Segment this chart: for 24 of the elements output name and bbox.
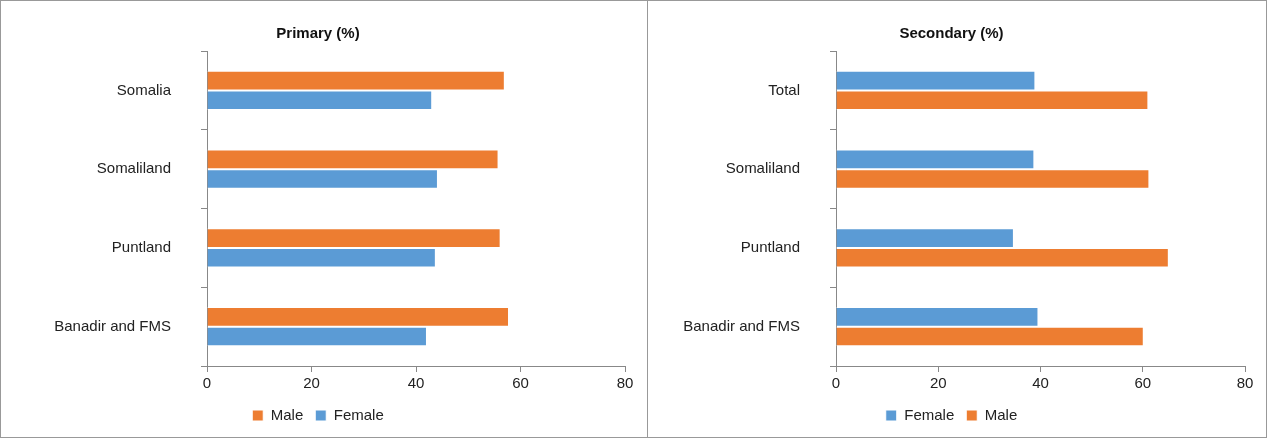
y-tick-label: Total [768, 80, 800, 98]
x-tick-label: 0 [831, 374, 841, 392]
x-tick-label: 60 [1134, 374, 1152, 392]
x-tick-label: 80 [616, 374, 634, 392]
legend-label: Female [333, 405, 384, 423]
legend-label: Female [904, 405, 955, 423]
x-tick-label: 80 [1236, 374, 1254, 392]
y-tick-label: Puntland [111, 238, 171, 256]
legend-label: Male [270, 405, 304, 423]
x-tick-label: 60 [512, 374, 529, 392]
y-tick-label: Somalia [116, 80, 172, 98]
y-tick-label: Banadir and FMS [54, 316, 171, 334]
x-tick-label: 0 [202, 374, 212, 392]
legend-label: Male [984, 405, 1018, 423]
chart-title: Secondary (%) [899, 24, 1004, 42]
y-tick-label: Somaliland [96, 159, 171, 177]
x-tick-label: 20 [929, 374, 947, 392]
y-tick-label: Banadir and FMS [683, 316, 800, 334]
y-tick-label: Somaliland [725, 159, 800, 177]
x-tick-label: 40 [407, 374, 425, 392]
x-tick-label: 40 [1032, 374, 1049, 392]
chart-title: Primary (%) [276, 24, 360, 42]
x-tick-label: 20 [303, 374, 320, 392]
y-tick-label: Puntland [740, 238, 800, 256]
